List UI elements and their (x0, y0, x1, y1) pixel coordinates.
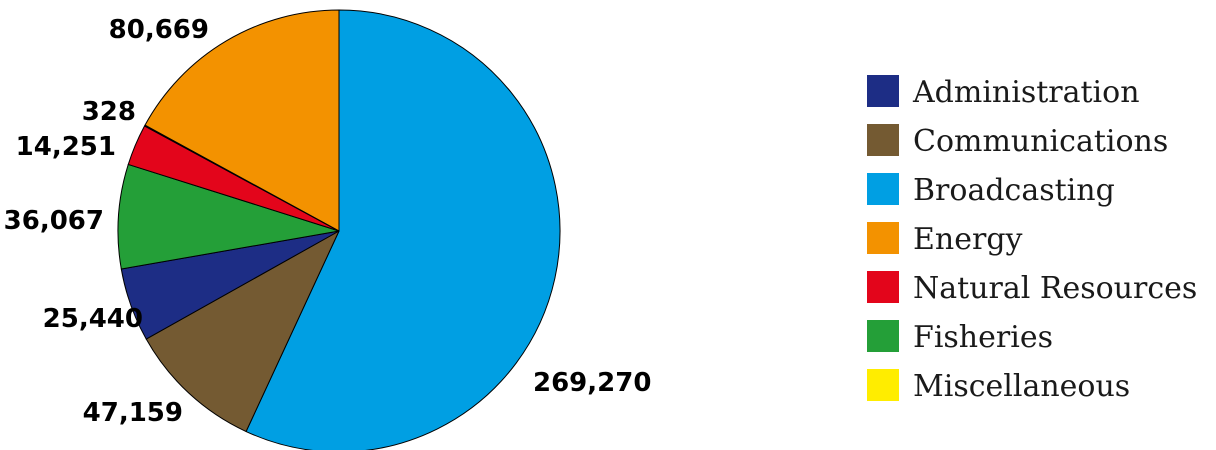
pie-slice-energy (144, 9, 340, 232)
pie-slice-fisheries (117, 163, 340, 270)
legend-label: Energy (913, 222, 1023, 257)
legend-item-miscellaneous: Miscellaneous (867, 369, 1130, 404)
legend-item-communications: Communications (867, 124, 1168, 159)
value-label-energy: 80,669 (109, 15, 209, 45)
value-label-broadcasting: 269,270 (533, 368, 651, 398)
pie-slice-communications (145, 230, 340, 433)
legend-swatch (867, 320, 899, 352)
legend-item-energy: Energy (867, 222, 1023, 257)
legend-label: Miscellaneous (913, 369, 1130, 404)
value-label-miscellaneous: 328 (82, 97, 136, 127)
pie-slices (117, 9, 561, 450)
legend-item-fisheries: Fisheries (867, 320, 1053, 355)
legend-swatch (867, 173, 899, 205)
legend-swatch (867, 75, 899, 107)
value-labels: 269,270 47,159 25,440 36,067 14,251 328 80,669 (4, 15, 652, 428)
value-label-communications: 47,159 (83, 398, 183, 428)
legend-label: Broadcasting (913, 173, 1115, 208)
legend: Administration Communications Broadcasting… (867, 75, 1197, 404)
value-label-natural-resources: 14,251 (16, 132, 116, 162)
legend-label: Communications (913, 124, 1168, 159)
legend-item-natural-resources: Natural Resources (867, 271, 1197, 306)
value-label-fisheries: 36,067 (4, 206, 104, 236)
value-label-administration: 25,440 (43, 304, 143, 334)
legend-swatch (867, 271, 899, 303)
legend-label: Fisheries (913, 320, 1053, 355)
legend-label: Natural Resources (913, 271, 1197, 306)
legend-item-broadcasting: Broadcasting (867, 173, 1115, 208)
legend-swatch (867, 222, 899, 254)
legend-swatch (867, 124, 899, 156)
legend-item-administration: Administration (867, 75, 1140, 110)
legend-swatch (867, 369, 899, 401)
legend-label: Administration (912, 75, 1140, 110)
pie-slice-broadcasting (245, 9, 561, 450)
